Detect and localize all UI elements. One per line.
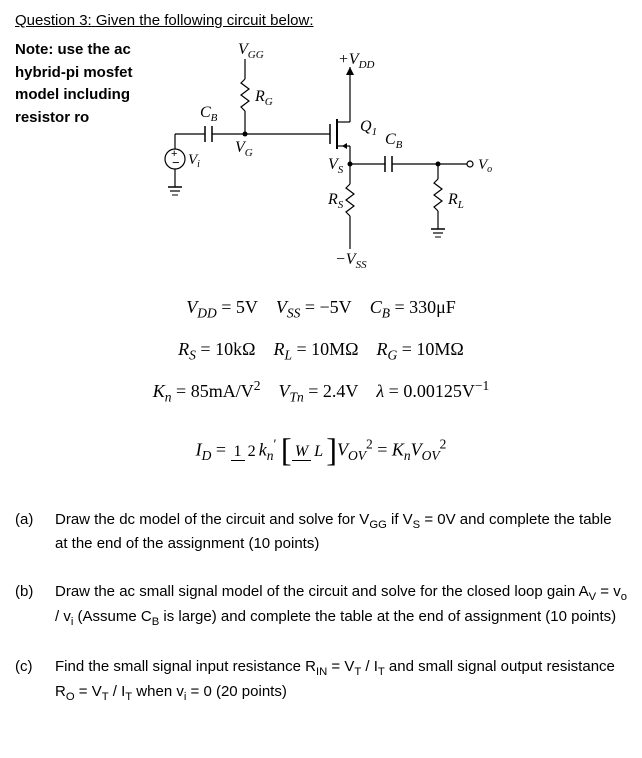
svg-text:VG: VG [235, 139, 253, 159]
svg-text:−: − [172, 155, 180, 170]
part-c-text: Find the small signal input resistance R… [55, 656, 627, 706]
svg-text:Q1: Q1 [360, 118, 377, 138]
svg-text:+VDD: +VDD [338, 51, 375, 71]
svg-text:Vi: Vi [188, 152, 200, 170]
eq-line-1: VDD = 5V VSS = −5V CB = 330μF [15, 289, 627, 327]
top-section: Note: use the ac hybrid-pi mosfet model … [15, 39, 627, 269]
eq-line-4: ID = 12kn′ [WL]VOV2 = KnVOV2 [15, 419, 627, 484]
eq-line-2: RS = 10kΩ RL = 10MΩ RG = 10MΩ [15, 331, 627, 369]
svg-text:CB: CB [385, 131, 403, 151]
svg-text:RS: RS [327, 191, 344, 211]
circuit-diagram: VGG +VDD RG CB VG + [160, 39, 500, 269]
svg-text:VGG: VGG [238, 41, 264, 61]
svg-text:−VSS: −VSS [335, 251, 367, 269]
part-a: (a) Draw the dc model of the circuit and… [15, 509, 627, 556]
svg-text:Vo: Vo [478, 157, 492, 175]
svg-text:VS: VS [328, 156, 344, 176]
part-c: (c) Find the small signal input resistan… [15, 656, 627, 706]
part-b-text: Draw the ac small signal model of the ci… [55, 581, 627, 631]
part-b-label: (b) [15, 581, 55, 631]
svg-text:RG: RG [254, 88, 273, 108]
svg-text:CB: CB [200, 104, 218, 124]
eq-line-3: Kn = 85mA/V2 VTn = 2.4V λ = 0.00125V−1 [15, 372, 627, 411]
question-number: Question 3: [15, 12, 92, 29]
part-a-text: Draw the dc model of the circuit and sol… [55, 509, 627, 556]
part-a-label: (a) [15, 509, 55, 556]
svg-text:RL: RL [447, 191, 464, 211]
question-stem: Given the following circuit below: [96, 12, 314, 29]
part-c-label: (c) [15, 656, 55, 706]
note-text: Note: use the ac hybrid-pi mosfet model … [15, 39, 175, 129]
equations-block: VDD = 5V VSS = −5V CB = 330μF RS = 10kΩ … [15, 289, 627, 484]
question-header: Question 3: Given the following circuit … [15, 10, 627, 31]
part-b: (b) Draw the ac small signal model of th… [15, 581, 627, 631]
